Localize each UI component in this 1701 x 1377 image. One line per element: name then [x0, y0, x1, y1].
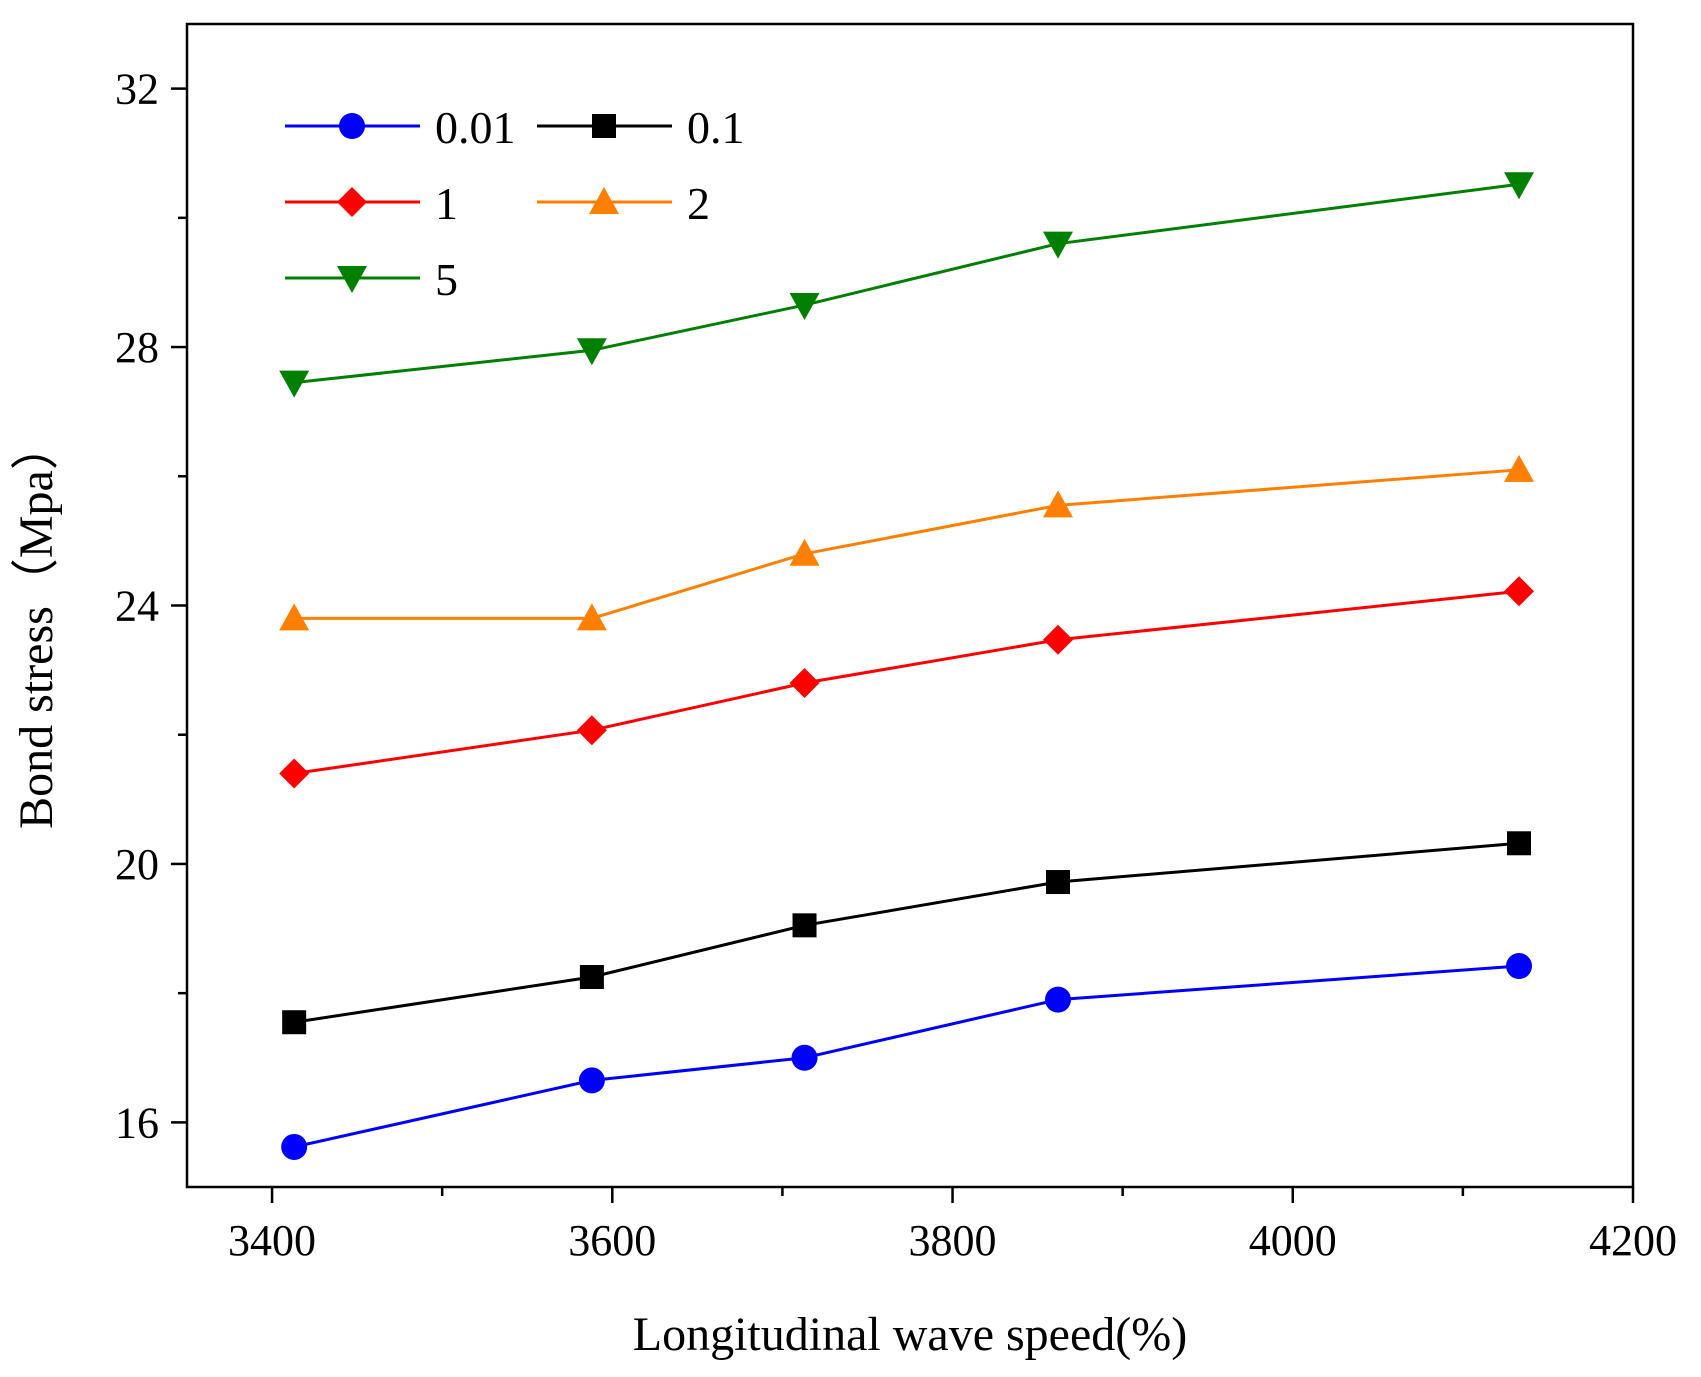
square-marker: [592, 114, 616, 138]
legend-item-5: 5: [285, 254, 458, 305]
triangle-up-marker: [279, 603, 310, 631]
square-marker: [579, 965, 604, 990]
circle-marker: [578, 1067, 605, 1094]
triangle-up-marker: [1504, 454, 1535, 482]
series-2: [279, 454, 1535, 631]
triangle-down-marker: [789, 293, 820, 321]
triangle-up-marker: [789, 538, 820, 566]
y-tick-label: 16: [115, 1098, 159, 1147]
x-tick-label: 4200: [1589, 1216, 1677, 1265]
triangle-up-marker: [1043, 490, 1074, 518]
series-1: [279, 576, 1535, 789]
y-axis-title: Bond stress（Mpa）: [10, 422, 63, 829]
y-tick-label: 32: [115, 65, 159, 114]
triangle-down-marker: [1504, 172, 1535, 200]
triangle-down-marker: [337, 266, 367, 293]
triangle-up-marker: [589, 187, 619, 214]
legend-item-2: 2: [537, 178, 710, 229]
diamond-marker: [337, 187, 367, 217]
series-0-01: [281, 953, 1533, 1160]
x-tick-label: 4000: [1249, 1216, 1337, 1265]
diamond-marker: [1504, 576, 1535, 607]
legend-label: 1: [435, 178, 458, 229]
y-axis: 16 20 24 28 32: [115, 65, 187, 1147]
square-marker: [282, 1010, 307, 1035]
y-tick-label: 28: [115, 323, 159, 372]
x-tick-label: 3400: [228, 1216, 316, 1265]
circle-marker: [1506, 953, 1533, 980]
legend-item-0-01: 0.01: [285, 102, 516, 153]
square-marker: [1046, 870, 1071, 895]
diamond-marker: [279, 758, 310, 789]
x-tick-label: 3600: [568, 1216, 656, 1265]
x-axis: 3400 3600 3800 4000 4200: [228, 1187, 1677, 1265]
legend-label: 2: [687, 178, 710, 229]
legend-label: 0.1: [687, 102, 745, 153]
y-tick-label: 20: [115, 840, 159, 889]
series-5: [279, 172, 1535, 398]
circle-marker: [1045, 986, 1072, 1013]
series-line: [294, 468, 1520, 620]
triangle-up-marker: [576, 603, 607, 631]
series-line: [293, 841, 1520, 1024]
diamond-marker: [576, 715, 607, 746]
legend-item-0-1: 0.1: [537, 102, 745, 153]
square-marker: [792, 913, 817, 938]
y-tick-label: 24: [115, 582, 159, 631]
series-0-1: [282, 831, 1532, 1035]
x-axis-title: Longitudinal wave speed(%): [633, 1308, 1187, 1361]
triangle-down-marker: [1043, 231, 1074, 259]
circle-marker: [339, 113, 365, 139]
legend: 0.01 0.1 1 2 5: [285, 102, 745, 305]
series-line: [294, 182, 1520, 385]
legend-item-1: 1: [285, 178, 458, 229]
triangle-down-marker: [279, 370, 310, 398]
circle-marker: [791, 1044, 818, 1071]
diamond-marker: [789, 668, 820, 699]
series-layer: [279, 172, 1535, 1160]
legend-label: 5: [435, 254, 458, 305]
triangle-down-marker: [576, 338, 607, 366]
legend-label: 0.01: [435, 102, 516, 153]
x-tick-label: 3800: [909, 1216, 997, 1265]
diamond-marker: [1043, 624, 1074, 655]
circle-marker: [281, 1133, 308, 1160]
square-marker: [1507, 831, 1532, 856]
